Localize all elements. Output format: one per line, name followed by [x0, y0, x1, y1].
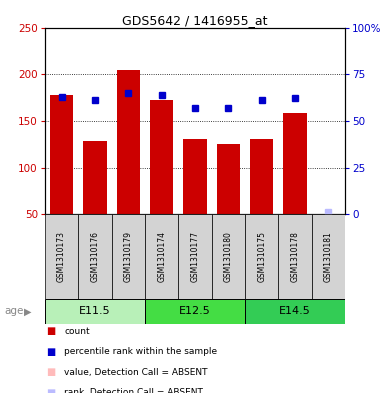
- Bar: [145, 299, 245, 324]
- Bar: [178, 214, 212, 299]
- Bar: [45, 214, 78, 299]
- Text: E11.5: E11.5: [79, 307, 111, 316]
- Text: GDS5642 / 1416955_at: GDS5642 / 1416955_at: [122, 14, 268, 27]
- Bar: [112, 214, 145, 299]
- Text: GSM1310177: GSM1310177: [190, 231, 200, 282]
- Text: GSM1310181: GSM1310181: [324, 231, 333, 282]
- Bar: [78, 214, 112, 299]
- Bar: [217, 144, 240, 214]
- Text: E12.5: E12.5: [179, 307, 211, 316]
- Bar: [183, 139, 207, 214]
- Bar: [50, 95, 73, 214]
- Text: age: age: [4, 307, 23, 316]
- Bar: [150, 100, 173, 214]
- Bar: [245, 299, 345, 324]
- Bar: [83, 141, 106, 214]
- Text: ■: ■: [46, 347, 55, 357]
- Bar: [278, 214, 312, 299]
- Bar: [284, 113, 307, 214]
- Text: GSM1310180: GSM1310180: [224, 231, 233, 282]
- Text: ■: ■: [46, 387, 55, 393]
- Bar: [250, 139, 273, 214]
- Text: ■: ■: [46, 367, 55, 377]
- Text: GSM1310179: GSM1310179: [124, 231, 133, 282]
- Text: count: count: [64, 327, 90, 336]
- Text: GSM1310178: GSM1310178: [291, 231, 300, 282]
- Text: percentile rank within the sample: percentile rank within the sample: [64, 347, 218, 356]
- Bar: [145, 214, 178, 299]
- Bar: [117, 70, 140, 214]
- Text: value, Detection Call = ABSENT: value, Detection Call = ABSENT: [64, 368, 208, 376]
- Text: ▶: ▶: [24, 307, 32, 316]
- Bar: [312, 214, 345, 299]
- Text: GSM1310176: GSM1310176: [90, 231, 99, 282]
- Bar: [245, 214, 278, 299]
- Bar: [45, 299, 145, 324]
- Text: GSM1310175: GSM1310175: [257, 231, 266, 282]
- Bar: [212, 214, 245, 299]
- Text: E14.5: E14.5: [279, 307, 311, 316]
- Text: rank, Detection Call = ABSENT: rank, Detection Call = ABSENT: [64, 388, 203, 393]
- Text: ■: ■: [46, 326, 55, 336]
- Text: GSM1310173: GSM1310173: [57, 231, 66, 282]
- Text: GSM1310174: GSM1310174: [157, 231, 166, 282]
